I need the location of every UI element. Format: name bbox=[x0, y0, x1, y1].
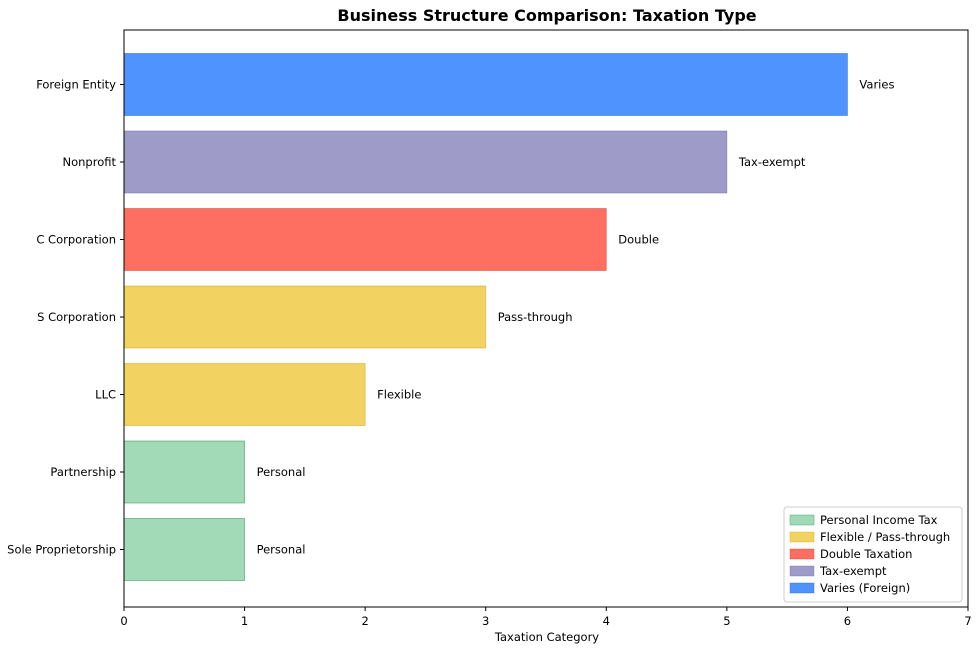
legend-swatch bbox=[789, 548, 815, 560]
legend-label: Personal Income Tax bbox=[820, 513, 938, 527]
legend-label: Tax-exempt bbox=[819, 564, 887, 578]
x-tick-label: 7 bbox=[964, 614, 971, 628]
bar-s-corporation bbox=[123, 285, 487, 349]
bar-value-label: Varies bbox=[859, 78, 894, 92]
bar-foreign-entity bbox=[123, 53, 848, 116]
x-tick-label: 4 bbox=[603, 614, 610, 628]
x-tick-label: 1 bbox=[241, 614, 248, 628]
x-tick-label: 3 bbox=[482, 614, 489, 628]
x-axis-label: Taxation Category bbox=[494, 630, 599, 644]
bar-llc bbox=[123, 363, 366, 426]
legend-label: Flexible / Pass-through bbox=[820, 530, 950, 544]
plot-frame bbox=[123, 29, 969, 608]
bar-value-label: Flexible bbox=[377, 388, 421, 402]
axes-layer: Sole Proprietorship Partnership LLC S Corpo… bbox=[7, 29, 972, 628]
chart-title: Business Structure Comparison: Taxation … bbox=[337, 6, 756, 25]
legend-swatch bbox=[789, 582, 815, 594]
y-tick-label: C Corporation bbox=[36, 233, 116, 247]
bar-sole-proprietorship bbox=[123, 518, 245, 581]
bar-partnership bbox=[123, 440, 245, 504]
x-tick-label: 5 bbox=[723, 614, 730, 628]
bars-layer: Personal Personal Flexible Pass-through Doub… bbox=[123, 53, 894, 581]
x-tick-label: 0 bbox=[120, 614, 127, 628]
legend-label: Varies (Foreign) bbox=[820, 581, 910, 595]
x-tick-label: 2 bbox=[361, 614, 368, 628]
y-tick-label: Nonprofit bbox=[63, 155, 117, 169]
x-tick-label: 6 bbox=[844, 614, 851, 628]
y-tick-label: Foreign Entity bbox=[36, 78, 116, 92]
legend-swatch bbox=[789, 565, 815, 577]
y-tick-label: LLC bbox=[95, 388, 116, 402]
bar-value-label: Pass-through bbox=[498, 310, 573, 324]
y-tick-label: Partnership bbox=[50, 465, 116, 479]
bar-value-label: Double bbox=[618, 233, 659, 247]
bar-value-label: Personal bbox=[257, 465, 306, 479]
legend-swatch bbox=[789, 531, 815, 543]
legend-swatch bbox=[789, 514, 815, 526]
bar-value-label: Tax-exempt bbox=[738, 155, 806, 169]
bar-nonprofit bbox=[123, 130, 728, 194]
legend-box bbox=[783, 506, 963, 603]
bar-value-label: Personal bbox=[257, 543, 306, 557]
legend-label: Double Taxation bbox=[820, 547, 912, 561]
y-tick-label: S Corporation bbox=[37, 310, 116, 324]
bar-c-corporation bbox=[123, 208, 607, 271]
legend: Personal Income Tax Flexible / Pass-throu… bbox=[783, 506, 963, 603]
y-tick-label: Sole Proprietorship bbox=[7, 543, 116, 557]
